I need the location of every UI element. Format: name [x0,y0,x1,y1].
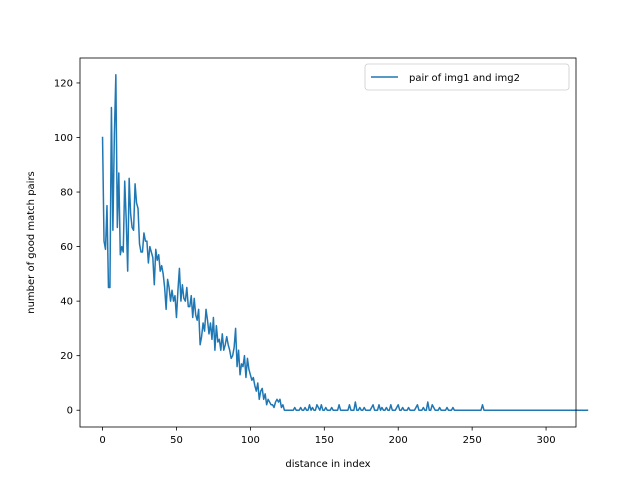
x-tick-label: 50 [170,435,183,446]
x-axis-label: distance in index [285,459,370,470]
y-tick-label: 100 [54,133,73,144]
x-tick-label: 100 [241,435,260,446]
axes-frame [79,57,577,428]
y-tick-label: 120 [54,78,73,89]
legend-box [364,63,570,91]
y-tick-label: 60 [60,242,73,253]
x-tick-label: 200 [389,435,408,446]
axes: 0 50 100 150 200 250 300 0 20 40 60 80 100 120 [54,57,577,446]
y-tick-label: 40 [60,297,73,308]
y-tick-label: 0 [67,406,73,417]
x-tick-label: 250 [463,435,482,446]
plot-area [101,74,589,411]
series-line [101,74,589,411]
y-axis-label: number of good match pairs [26,171,37,314]
x-tick-label: 150 [315,435,334,446]
x-tick-label: 300 [537,435,556,446]
y-tick-label: 20 [60,351,73,362]
y-tick-label: 80 [60,188,73,199]
legend: pair of img1 and img2 [364,63,570,91]
x-tick-label: 0 [99,435,105,446]
legend-label: pair of img1 and img2 [409,73,520,84]
